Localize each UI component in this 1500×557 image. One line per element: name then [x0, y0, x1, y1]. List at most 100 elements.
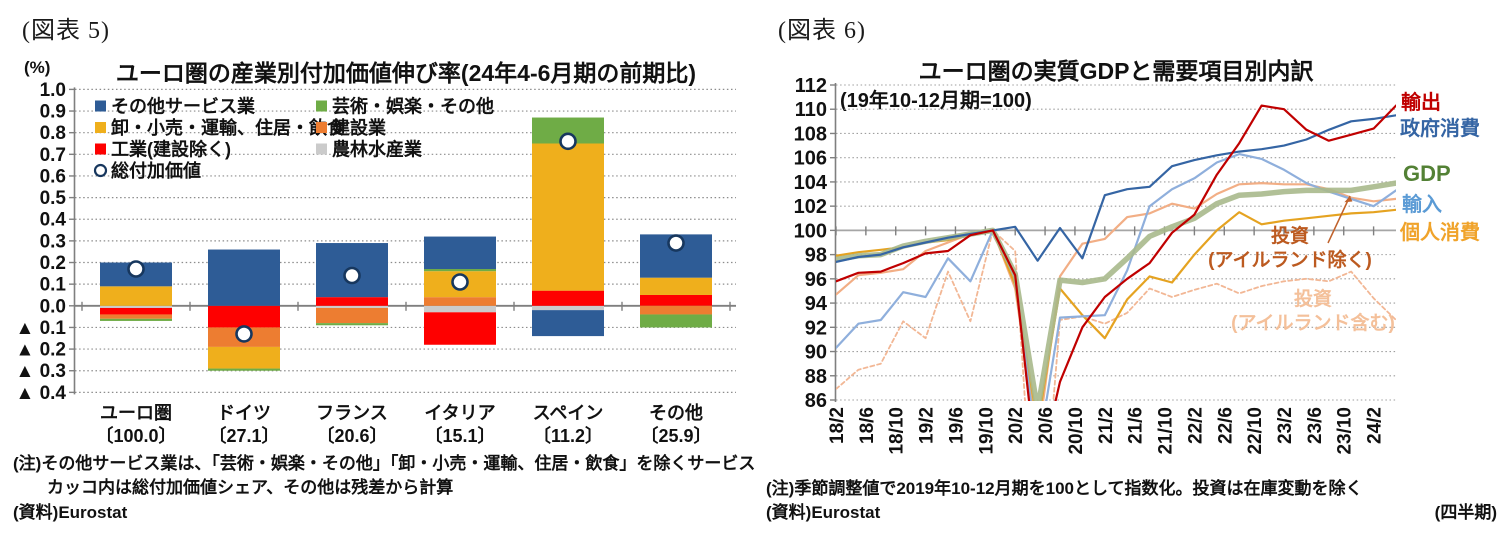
fig5-bar-segment-agriculture — [532, 305, 604, 311]
fig6-x-tick-label: 20/2 — [1006, 407, 1027, 444]
fig5-category-label: スペイン — [533, 403, 604, 423]
fig5-category-label: イタリア — [424, 403, 495, 423]
fig6-x-tick-label: 18/6 — [857, 407, 878, 444]
figure5-title: ユーロ圏の産業別付加価値伸び率(24年4-6月期の前期比) — [115, 60, 697, 86]
fig5-category-share: 〔25.9〕 — [640, 426, 711, 446]
fig5-legend-swatch — [316, 100, 327, 112]
fig6-annotation-line: (アイルランド除く) — [1208, 249, 1372, 271]
fig6-y-tick-label: 88 — [805, 366, 827, 388]
fig6-y-tick-label: 110 — [795, 99, 827, 121]
fig5-bar-segment-industry — [532, 290, 604, 306]
fig5-bar-segment-trade — [208, 346, 280, 369]
fig6-x-tick-label: 22/6 — [1215, 407, 1236, 444]
fig5-category-share: 〔100.0〕 — [95, 426, 176, 446]
fig5-legend-swatch — [316, 122, 327, 133]
fig5-bar-segment-construction — [316, 307, 388, 324]
fig5-y-tick-label: 0.9 — [40, 102, 66, 123]
fig5-bar-segment-construction — [100, 314, 172, 319]
fig5-y-tick-label: 0.6 — [40, 166, 66, 187]
fig5-bar-segment-industry — [424, 312, 496, 345]
fig5-y-tick-label: 0.3 — [40, 231, 66, 252]
fig6-annotation-investment-ex-ireland: 投資 (アイルランド除く) — [1120, 225, 1460, 273]
fig6-y-tick-label: 108 — [794, 123, 827, 145]
fig6-x-tick-label: 21/6 — [1126, 407, 1147, 444]
fig6-x-tick-label: 19/6 — [946, 407, 967, 444]
fig5-gva-circle — [667, 234, 685, 252]
fig6-x-tick-label: 20/6 — [1036, 407, 1057, 444]
fig6-line-exports — [836, 104, 1396, 401]
fig5-bar-segment-trade — [100, 286, 172, 306]
fig5-legend-label: 工業(建設除く) — [111, 139, 231, 160]
fig6-line-imports — [836, 153, 1396, 401]
fig6-series-label-imports: 輸入 — [1402, 194, 1442, 216]
fig5-gva-circle — [343, 266, 361, 285]
fig6-annotation-investment-incl-ireland: 投資 (アイルランド含む) — [1143, 288, 1483, 336]
fig6-series-label-exports: 輸出 — [1401, 92, 1441, 114]
fig5-bar-segment-other-services — [424, 236, 496, 270]
fig5-bar-segment-agriculture — [424, 305, 496, 313]
fig5-y-tick-label: ▲ 0.2 — [16, 340, 67, 361]
figure6-note-1: (注)季節調整値で2019年10-12月期を100として指数化。投資は在庫変動を… — [766, 479, 1363, 498]
fig5-category-share: 〔20.6〕 — [316, 426, 387, 446]
fig5-category-share: 〔11.2〕 — [533, 426, 603, 446]
figure5-unit-label: (%) — [24, 58, 51, 77]
fig6-annotation-line: 投資 — [1270, 226, 1309, 247]
figure6-source: (資料)Eurostat — [766, 503, 881, 522]
fig6-series-label-government: 政府消費 — [1400, 118, 1480, 140]
fig6-series-group — [836, 104, 1396, 401]
fig5-bar-segment-other-services — [532, 310, 604, 337]
fig6-annotation-line: (アイルランド含む) — [1231, 312, 1395, 334]
figure6-header: (図表 6) — [778, 18, 866, 44]
fig5-y-tick-label: ▲ 0.1 — [16, 318, 67, 339]
fig5-legend-label: 卸・小売・運輸、住居・飲食 — [111, 117, 346, 138]
fig6-y-tick-label: 92 — [805, 317, 827, 339]
figure6-subtitle: (19年10-12月期=100) — [840, 90, 1032, 112]
fig5-category-share: 〔15.1〕 — [424, 426, 495, 446]
fig5-legend-swatch — [95, 122, 106, 133]
fig5-y-tick-label: 0.1 — [40, 275, 67, 296]
fig5-legend-swatch — [95, 143, 106, 155]
fig5-bar-segment-arts — [424, 269, 496, 272]
figure5-note-1: (注)その他サービス業は、「芸術・娯楽・その他」「卸・小売・運輸、住居・飲食」を… — [13, 454, 756, 473]
fig5-legend-label: 総付加価値 — [111, 160, 201, 181]
fig5-bar-segment-industry — [100, 307, 172, 315]
fig6-x-tick-label: 19/2 — [917, 407, 938, 444]
fig6-x-tick-label: 22/2 — [1185, 407, 1206, 444]
fig5-y-tick-label: 1.0 — [40, 80, 66, 101]
fig5-bar-segment-industry — [208, 305, 280, 328]
fig5-legend-label: その他サービス業 — [111, 96, 256, 117]
fig5-legend-label: 芸術・娯楽・その他 — [332, 96, 494, 117]
fig6-y-tick-label: 86 — [805, 390, 827, 412]
fig5-bar-segment-construction — [640, 305, 712, 315]
fig6-annotation-arrow — [1327, 195, 1351, 244]
fig6-x-tick-label: 18/10 — [887, 407, 908, 455]
fig6-x-tick-label: 19/10 — [976, 407, 997, 455]
fig6-series-label-gdp: GDP — [1403, 161, 1451, 186]
fig5-legend-swatch — [95, 100, 106, 112]
fig6-x-tick-label: 23/2 — [1275, 407, 1296, 444]
fig5-bar-segment-agriculture — [316, 305, 388, 308]
fig5-bar-segment-trade — [640, 277, 712, 295]
fig5-y-tick-label: 0.5 — [40, 188, 67, 209]
fig5-y-tick-label: ▲ 0.4 — [16, 383, 67, 404]
fig5-bar-segment-other-services — [208, 249, 280, 306]
fig5-y-tick-label: 0.0 — [40, 296, 66, 317]
fig5-y-tick-label: 0.7 — [40, 145, 66, 166]
fig6-series-label-consumption: 個人消費 — [1400, 222, 1480, 244]
fig5-legend-label: 農林水産業 — [332, 139, 423, 160]
fig5-gva-circle — [127, 260, 145, 278]
fig5-bar-segment-construction — [424, 297, 496, 306]
fig6-x-tick-label: 18/2 — [827, 407, 848, 444]
figure5-header: (図表 5) — [22, 18, 110, 44]
fig6-y-tick-label: 94 — [805, 293, 828, 315]
figure6-title: ユーロ圏の実質GDPと需要項目別内訳 — [918, 58, 1314, 84]
fig6-x-tick-label: 20/10 — [1066, 407, 1087, 455]
fig5-bar-segment-industry — [640, 294, 712, 306]
fig6-y-tick-label: 100 — [794, 220, 827, 242]
fig6-x-tick-label: 21/2 — [1096, 407, 1117, 444]
fig6-x-tick-label: 24/2 — [1365, 407, 1386, 444]
fig5-legend-swatch — [316, 143, 327, 155]
fig6-line-government — [836, 114, 1396, 263]
fig6-x-tick-label: 21/10 — [1156, 407, 1177, 455]
